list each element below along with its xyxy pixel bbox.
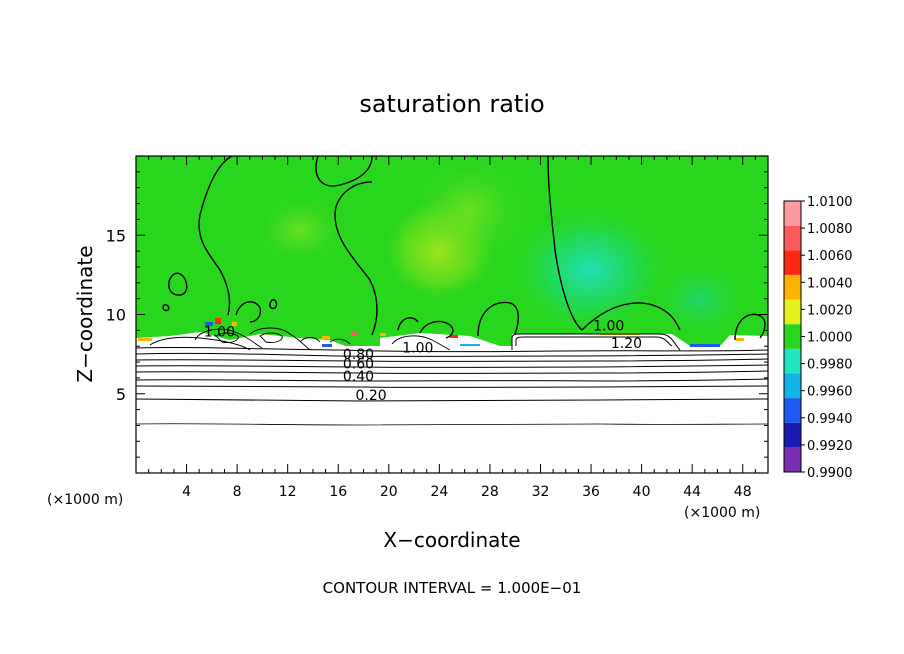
contour-label: 0.80 <box>343 347 374 363</box>
stratified-contours <box>136 333 768 426</box>
contour-label: 1.00 <box>204 325 235 341</box>
colorbar-label: 1.0020 <box>807 303 853 318</box>
colorbar-label: 1.0040 <box>807 276 853 291</box>
colorbar-swatch <box>784 250 801 275</box>
x-tick-label: 32 <box>532 484 550 500</box>
colorbar-label: 0.9940 <box>807 412 853 427</box>
x-tick-label: 4 <box>182 484 191 500</box>
x-unit-left: (×1000 m) <box>47 492 123 508</box>
colorbar-label: 0.9960 <box>807 385 853 400</box>
colorbar-swatch <box>784 398 801 423</box>
x-tick-label: 12 <box>279 484 297 500</box>
colorbar-swatch <box>784 299 801 325</box>
colorbar-label: 0.9980 <box>807 358 853 373</box>
colorbar: 0.9900 0.9920 0.9940 0.9960 0.9980 1.0000 1.00… <box>783 195 853 481</box>
colorbar-label: 0.9920 <box>807 439 853 454</box>
x-unit-right: (×1000 m) <box>684 505 760 521</box>
contour-lines <box>162 156 766 341</box>
contour-label: 0.40 <box>343 369 374 385</box>
contour-label: 1.00 <box>593 318 624 334</box>
x-tick-label: 24 <box>430 484 448 500</box>
contour-interval-footer: CONTOUR INTERVAL = 1.000E−01 <box>323 579 582 597</box>
x-tick-label: 44 <box>683 484 701 500</box>
x-tick-label: 40 <box>633 484 651 500</box>
colorbar-swatch <box>784 348 801 374</box>
y-axis-ticks: 5 10 15 <box>106 171 768 458</box>
chart-title: saturation ratio <box>359 90 544 118</box>
heatmap-field <box>136 156 768 473</box>
contour-label: 1.00 <box>402 341 433 357</box>
colorbar-swatch <box>784 373 801 399</box>
contour-label: 1.20 <box>611 336 642 352</box>
contour-label: 0.20 <box>356 388 387 404</box>
x-axis-ticks: 4 8 12 16 20 24 28 32 36 40 44 48 <box>148 156 756 500</box>
colorbar-label: 1.0000 <box>807 331 853 346</box>
y-tick-label: 15 <box>106 226 126 245</box>
x-tick-label: 20 <box>380 484 398 500</box>
colorbar-swatch <box>784 447 801 472</box>
contour-label: 0.60 <box>343 356 374 372</box>
colorbar-swatch <box>784 225 801 251</box>
colorbar-swatch <box>784 201 801 226</box>
x-tick-label: 8 <box>233 484 242 500</box>
y-axis-label: Z−coordinate <box>73 245 97 382</box>
contour-labels: 0.20 0.400.600.80 1.00 1.00 1.20 1.00 <box>204 318 642 404</box>
x-tick-label: 36 <box>582 484 600 500</box>
colorbar-label: 1.0100 <box>807 195 853 210</box>
colorbar-swatch <box>784 422 801 448</box>
colorbar-label: 1.0080 <box>807 222 853 237</box>
x-axis-label: X−coordinate <box>383 528 520 552</box>
cluster-contours <box>149 327 451 351</box>
x-tick-label: 16 <box>329 484 347 500</box>
x-tick-label: 48 <box>734 484 752 500</box>
y-tick-label: 10 <box>106 306 126 325</box>
colorbar-swatch <box>784 274 801 300</box>
x-tick-label: 28 <box>481 484 499 500</box>
colorbar-label: 1.0060 <box>807 249 853 264</box>
colorbar-label: 0.9900 <box>807 466 853 481</box>
y-tick-label: 5 <box>116 385 126 404</box>
colorbar-swatch <box>784 324 801 349</box>
